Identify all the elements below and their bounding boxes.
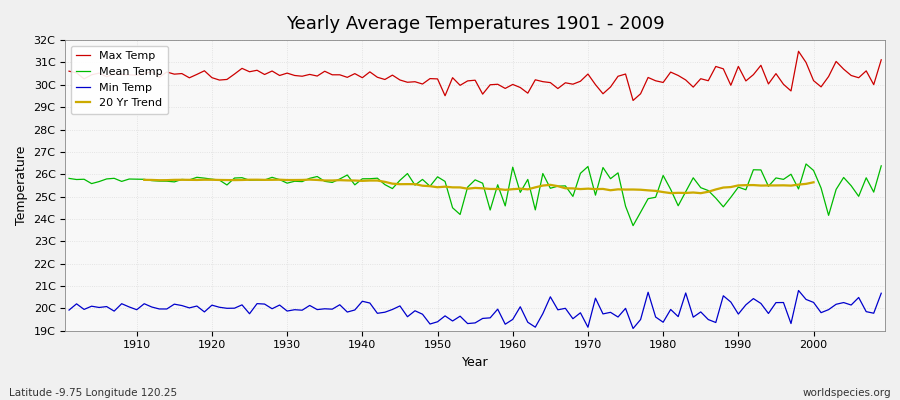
Mean Temp	[801, 162, 812, 166]
Mean Temp	[876, 164, 886, 168]
Mean Temp	[598, 165, 608, 170]
Max Temp	[64, 69, 75, 74]
20 Yr Trend	[613, 187, 624, 192]
20 Yr Trend	[710, 187, 721, 192]
20 Yr Trend	[304, 177, 315, 182]
Min Temp	[500, 322, 510, 327]
Mean Temp	[335, 176, 346, 181]
Min Temp	[64, 308, 75, 312]
Max Temp	[124, 72, 135, 77]
Min Temp	[335, 302, 346, 307]
Text: worldspecies.org: worldspecies.org	[803, 388, 891, 398]
Max Temp	[335, 72, 346, 77]
Min Temp	[627, 326, 638, 331]
20 Yr Trend	[696, 191, 706, 196]
Text: Latitude -9.75 Longitude 120.25: Latitude -9.75 Longitude 120.25	[9, 388, 177, 398]
Line: 20 Yr Trend: 20 Yr Trend	[144, 180, 814, 193]
Mean Temp	[500, 204, 510, 208]
20 Yr Trend	[349, 178, 360, 183]
Min Temp	[793, 288, 804, 293]
Min Temp	[598, 312, 608, 316]
Max Temp	[627, 98, 638, 103]
Mean Temp	[124, 177, 135, 182]
20 Yr Trend	[725, 185, 736, 190]
Line: Max Temp: Max Temp	[69, 51, 881, 100]
X-axis label: Year: Year	[462, 356, 489, 369]
Max Temp	[508, 82, 518, 87]
Mean Temp	[64, 176, 75, 181]
Mean Temp	[289, 179, 300, 184]
Max Temp	[793, 49, 804, 54]
Min Temp	[289, 307, 300, 312]
Max Temp	[876, 58, 886, 62]
Min Temp	[124, 304, 135, 309]
Max Temp	[598, 91, 608, 96]
Y-axis label: Temperature: Temperature	[15, 146, 28, 225]
Legend: Max Temp, Mean Temp, Min Temp, 20 Yr Trend: Max Temp, Mean Temp, Min Temp, 20 Yr Tre…	[71, 46, 167, 114]
Max Temp	[500, 86, 510, 91]
Title: Yearly Average Temperatures 1901 - 2009: Yearly Average Temperatures 1901 - 2009	[286, 15, 664, 33]
Line: Mean Temp: Mean Temp	[69, 164, 881, 226]
Mean Temp	[508, 165, 518, 170]
Line: Min Temp: Min Temp	[69, 290, 881, 328]
Min Temp	[508, 317, 518, 322]
20 Yr Trend	[793, 182, 804, 187]
Mean Temp	[627, 223, 638, 228]
20 Yr Trend	[139, 178, 149, 182]
Max Temp	[289, 73, 300, 78]
Min Temp	[876, 291, 886, 296]
20 Yr Trend	[230, 178, 240, 182]
20 Yr Trend	[808, 180, 819, 185]
